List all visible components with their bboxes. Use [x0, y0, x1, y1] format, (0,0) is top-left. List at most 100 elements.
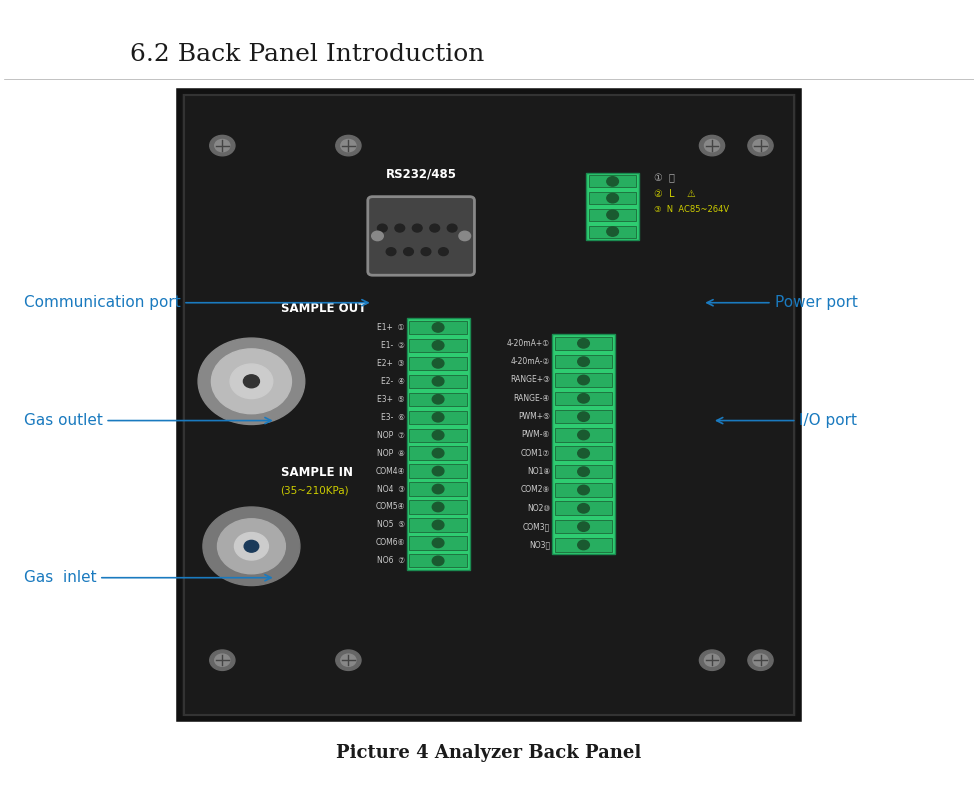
Circle shape [747, 650, 773, 670]
Circle shape [432, 556, 444, 565]
Bar [409, 446, 466, 460]
Circle shape [752, 654, 767, 666]
Bar [409, 483, 466, 495]
Bar [551, 334, 615, 554]
Text: (35~210KPa): (35~210KPa) [280, 485, 349, 495]
Circle shape [432, 322, 444, 332]
Circle shape [432, 430, 444, 440]
Circle shape [577, 430, 589, 440]
Text: Communication port: Communication port [23, 295, 367, 310]
Circle shape [577, 540, 589, 549]
Text: 4-20mA+①: 4-20mA+① [506, 339, 549, 348]
Text: NO4  ③: NO4 ③ [376, 484, 404, 494]
Bar [406, 318, 469, 570]
Bar [554, 391, 612, 405]
Circle shape [432, 503, 444, 511]
Circle shape [606, 194, 617, 202]
Circle shape [432, 359, 444, 368]
Text: NO1⑧: NO1⑧ [527, 467, 549, 476]
Circle shape [198, 338, 305, 425]
Text: E1-  ②: E1- ② [380, 341, 404, 350]
Circle shape [458, 231, 470, 241]
Circle shape [432, 341, 444, 350]
Text: E2+  ③: E2+ ③ [377, 359, 404, 368]
Circle shape [577, 522, 589, 531]
Circle shape [217, 518, 285, 574]
Circle shape [577, 338, 589, 348]
Bar [409, 554, 466, 568]
Circle shape [377, 224, 387, 232]
Circle shape [209, 135, 234, 156]
Text: 6.2 Back Panel Introduction: 6.2 Back Panel Introduction [130, 44, 484, 67]
Bar [179, 91, 798, 719]
Text: RANGE+③: RANGE+③ [510, 376, 549, 384]
Bar [409, 464, 466, 478]
Circle shape [335, 650, 361, 670]
Circle shape [335, 135, 361, 156]
Circle shape [244, 541, 259, 552]
Bar [409, 429, 466, 441]
Bar [409, 500, 466, 514]
Bar [585, 173, 639, 240]
Bar [409, 536, 466, 549]
Circle shape [211, 349, 291, 414]
Circle shape [577, 449, 589, 458]
Text: SAMPLE IN: SAMPLE IN [280, 467, 352, 480]
Bar [554, 446, 612, 460]
Circle shape [395, 224, 404, 232]
Circle shape [577, 394, 589, 403]
Bar [409, 339, 466, 352]
Circle shape [234, 533, 268, 560]
Circle shape [209, 650, 234, 670]
Text: NOP  ⑧: NOP ⑧ [376, 449, 404, 457]
Bar [184, 94, 793, 715]
Text: COM1⑦: COM1⑦ [520, 449, 549, 458]
Circle shape [703, 140, 719, 152]
Text: Picture 4 Analyzer Back Panel: Picture 4 Analyzer Back Panel [336, 744, 641, 762]
Bar [554, 337, 612, 350]
Bar [409, 518, 466, 531]
Circle shape [432, 484, 444, 494]
Text: RS232/485: RS232/485 [385, 168, 456, 181]
Text: E1+  ①: E1+ ① [377, 323, 404, 332]
Circle shape [230, 364, 273, 399]
Circle shape [371, 231, 383, 241]
Circle shape [432, 376, 444, 386]
Circle shape [606, 177, 617, 186]
Circle shape [432, 395, 444, 404]
Circle shape [432, 413, 444, 422]
Text: NO2⑩: NO2⑩ [527, 504, 549, 513]
Circle shape [438, 248, 447, 256]
Circle shape [432, 520, 444, 530]
Bar [409, 357, 466, 370]
Bar [588, 209, 636, 221]
Circle shape [386, 248, 396, 256]
Bar [588, 192, 636, 204]
Circle shape [606, 210, 617, 219]
Text: I/O port: I/O port [716, 413, 857, 428]
Bar [554, 464, 612, 479]
Circle shape [577, 485, 589, 495]
Circle shape [606, 227, 617, 237]
Text: E3-  ⑥: E3- ⑥ [380, 413, 404, 422]
Circle shape [421, 248, 431, 256]
Bar [588, 175, 636, 187]
Bar [409, 410, 466, 424]
Circle shape [404, 248, 413, 256]
Bar [554, 355, 612, 368]
Text: PWM+⑤: PWM+⑤ [518, 412, 549, 421]
Circle shape [577, 412, 589, 422]
Text: PWM-⑥: PWM-⑥ [521, 430, 549, 439]
Bar [554, 428, 612, 441]
Bar [554, 502, 612, 515]
Circle shape [412, 224, 422, 232]
Bar [554, 484, 612, 497]
Circle shape [577, 357, 589, 366]
Text: E2-  ④: E2- ④ [380, 377, 404, 386]
Circle shape [577, 503, 589, 513]
Text: ①  ⏚: ① ⏚ [654, 173, 674, 183]
Circle shape [215, 654, 230, 666]
Circle shape [747, 135, 773, 156]
Circle shape [577, 376, 589, 384]
Circle shape [752, 140, 767, 152]
